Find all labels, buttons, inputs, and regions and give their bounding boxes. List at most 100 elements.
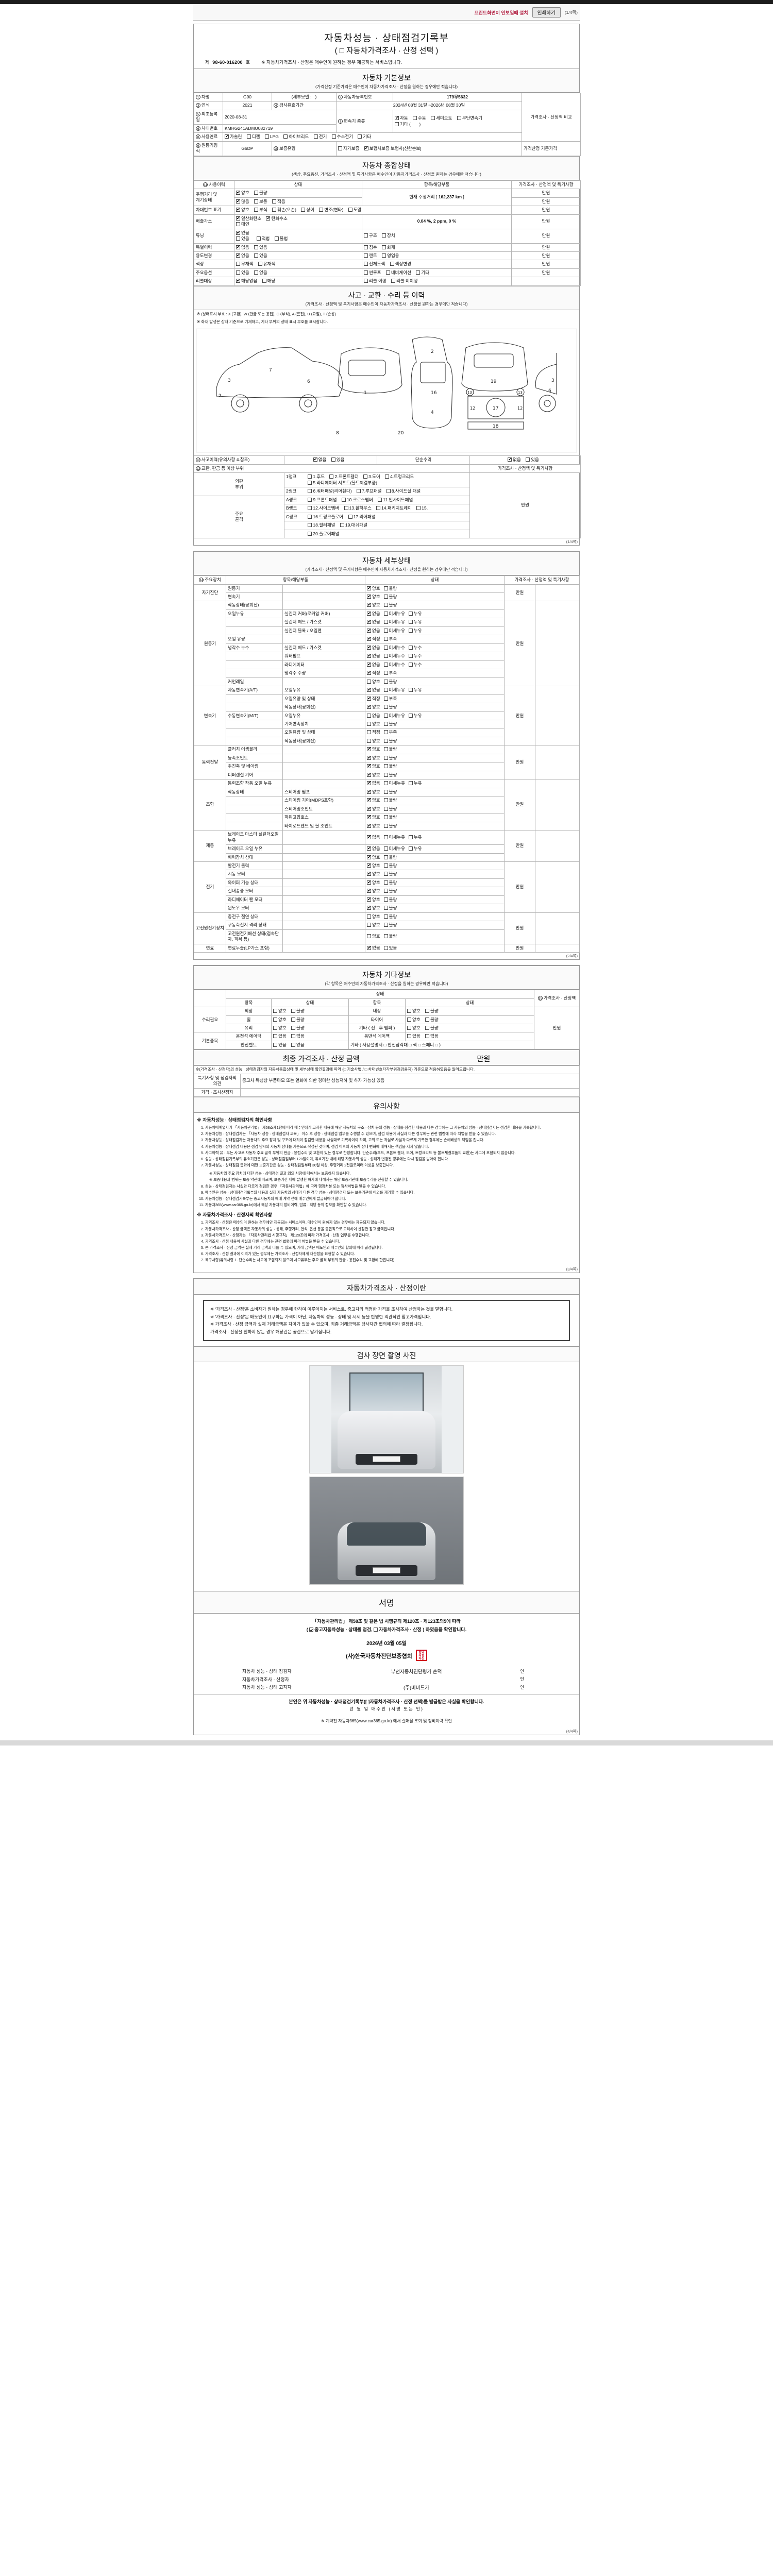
opt-tuning-yes[interactable]: 있음 bbox=[236, 236, 249, 242]
opt-없음[interactable]: 없음 bbox=[367, 834, 380, 840]
opt-fuel-hybrid[interactable]: 하이브리드 bbox=[283, 134, 309, 140]
opt-불량[interactable]: 불량 bbox=[383, 880, 397, 886]
opt-mileage-many[interactable]: 많음 bbox=[236, 198, 249, 205]
opt-없음[interactable]: 없음 bbox=[367, 662, 380, 668]
opt-없음[interactable]: 없음 bbox=[367, 645, 380, 651]
opt-누유[interactable]: 누유 bbox=[408, 619, 422, 625]
opt-options-nav[interactable]: 네비게이션 bbox=[385, 270, 411, 276]
opt-warranty-insurer[interactable]: 보험사보증 보험사[신한손보] bbox=[364, 145, 422, 151]
opt-part-16[interactable]: 16.트렁크플로어 bbox=[308, 514, 343, 520]
opt-불량[interactable]: 불량 bbox=[383, 704, 397, 710]
opt-없음[interactable]: 없음 bbox=[367, 713, 380, 719]
opt-color-fullpaint[interactable]: 전체도색 bbox=[364, 261, 385, 267]
opt-options-sunroof[interactable]: 썬루프 bbox=[364, 270, 381, 276]
opt-part-11[interactable]: 11.인사이드패널 bbox=[378, 497, 413, 503]
opt-불량[interactable]: 불량 bbox=[383, 905, 397, 911]
opt-options-yes[interactable]: 있음 bbox=[236, 270, 249, 276]
opt-불량[interactable]: 불량 bbox=[383, 922, 397, 928]
opt-적정[interactable]: 적정 bbox=[367, 670, 380, 676]
opt-양호[interactable]: 양호 bbox=[367, 679, 380, 685]
opt-int-good[interactable]: 양호 bbox=[407, 1008, 421, 1014]
opt-없음[interactable]: 없음 bbox=[367, 653, 380, 659]
opt-불량[interactable]: 불량 bbox=[383, 934, 397, 939]
opt-part-6[interactable]: 6.쿼터패널(리어휀다) bbox=[308, 488, 352, 494]
opt-recall-na[interactable]: 해당없음 bbox=[236, 278, 257, 284]
opt-accident-yes[interactable]: 있음 bbox=[331, 457, 344, 463]
opt-적정[interactable]: 적정 bbox=[367, 696, 380, 702]
opt-불량[interactable]: 불량 bbox=[383, 806, 397, 812]
opt-simple-none[interactable]: 없음 bbox=[508, 456, 521, 463]
opt-양호[interactable]: 양호 bbox=[367, 602, 380, 608]
opt-wheel-good[interactable]: 양호 bbox=[273, 1017, 287, 1023]
opt-vin-erased[interactable]: 도말 bbox=[348, 207, 361, 213]
opt-part-8[interactable]: 8.사이드실 패널 bbox=[386, 488, 421, 494]
opt-trans-manual[interactable]: 수동 bbox=[413, 115, 426, 121]
opt-없음[interactable]: 없음 bbox=[367, 780, 380, 786]
opt-vin-diff[interactable]: 상이 bbox=[301, 207, 314, 213]
opt-누유[interactable]: 누유 bbox=[408, 713, 422, 719]
opt-부족[interactable]: 부족 bbox=[383, 636, 397, 642]
opt-양호[interactable]: 양호 bbox=[367, 854, 380, 860]
opt-미세누수[interactable]: 미세누수 bbox=[383, 662, 405, 668]
opt-mileage-mid[interactable]: 보통 bbox=[254, 199, 267, 205]
opt-불량[interactable]: 불량 bbox=[383, 738, 397, 744]
opt-glass-good[interactable]: 양호 bbox=[273, 1025, 287, 1031]
opt-불량[interactable]: 불량 bbox=[383, 602, 397, 608]
opt-누수[interactable]: 누수 bbox=[408, 653, 422, 659]
opt-vin-altered[interactable]: 변조(변타) bbox=[319, 207, 343, 213]
opt-part-12[interactable]: 12.사이드멤버 bbox=[308, 505, 339, 511]
opt-use-yes[interactable]: 있음 bbox=[254, 253, 267, 259]
opt-accident-none[interactable]: 없음 bbox=[313, 456, 326, 463]
opt-color-chromatic[interactable]: 유채색 bbox=[258, 261, 275, 267]
opt-part-9[interactable]: 9.프론트패널 bbox=[308, 497, 337, 503]
opt-int-bad[interactable]: 불량 bbox=[425, 1008, 439, 1014]
opt-있음[interactable]: 있음 bbox=[383, 945, 397, 951]
opt-미세누수[interactable]: 미세누수 bbox=[383, 645, 405, 651]
opt-누유[interactable]: 누유 bbox=[408, 781, 422, 786]
opt-부족[interactable]: 부족 bbox=[383, 670, 397, 676]
opt-누수[interactable]: 누수 bbox=[408, 662, 422, 668]
opt-airbagp-yes[interactable]: 있음 bbox=[407, 1033, 421, 1039]
opt-불량[interactable]: 불량 bbox=[383, 897, 397, 903]
opt-미세누수[interactable]: 미세누수 bbox=[383, 653, 405, 659]
opt-tuning-illegal[interactable]: 불법 bbox=[274, 236, 288, 242]
opt-불량[interactable]: 불량 bbox=[383, 863, 397, 869]
opt-누유[interactable]: 누유 bbox=[408, 846, 422, 852]
opt-양호[interactable]: 양호 bbox=[367, 806, 380, 812]
opt-양호[interactable]: 양호 bbox=[367, 871, 380, 877]
opt-mileage-bad[interactable]: 불량 bbox=[254, 190, 267, 196]
opt-use-none[interactable]: 없음 bbox=[236, 252, 249, 259]
opt-없음[interactable]: 없음 bbox=[367, 619, 380, 625]
opt-vin-corrosion[interactable]: 부식 bbox=[254, 207, 267, 213]
opt-ext-good[interactable]: 양호 bbox=[273, 1008, 287, 1014]
opt-양호[interactable]: 양호 bbox=[367, 914, 380, 920]
opt-양호[interactable]: 양호 bbox=[367, 862, 380, 869]
opt-적정[interactable]: 적정 bbox=[367, 636, 380, 642]
opt-fuel-lpg[interactable]: LPG bbox=[264, 134, 279, 140]
opt-불량[interactable]: 불량 bbox=[383, 789, 397, 795]
opt-recall-yes[interactable]: 해당 bbox=[262, 278, 275, 284]
opt-color-changed[interactable]: 색상변경 bbox=[390, 261, 411, 267]
opt-part-14[interactable]: 14.패키지트레이 bbox=[376, 505, 412, 511]
opt-part-7[interactable]: 7.루프패널 bbox=[357, 488, 381, 494]
opt-없음[interactable]: 없음 bbox=[367, 687, 380, 693]
opt-tire-bad[interactable]: 불량 bbox=[425, 1017, 439, 1023]
opt-trans-auto[interactable]: 자동 bbox=[395, 115, 408, 121]
opt-emission-co[interactable]: 일산화탄소 bbox=[236, 215, 261, 222]
opt-양호[interactable]: 양호 bbox=[367, 879, 380, 886]
opt-mileage-few[interactable]: 적음 bbox=[272, 199, 285, 205]
opt-미세누유[interactable]: 미세누유 bbox=[383, 628, 405, 634]
opt-part-15[interactable]: 15. bbox=[416, 505, 428, 511]
opt-누유[interactable]: 누유 bbox=[408, 628, 422, 634]
opt-options-no[interactable]: 없음 bbox=[254, 270, 267, 276]
opt-airbagd-yes[interactable]: 있음 bbox=[273, 1033, 287, 1039]
opt-없음[interactable]: 없음 bbox=[367, 945, 380, 951]
check-performance[interactable] bbox=[309, 1626, 313, 1634]
opt-airbagp-no[interactable]: 없음 bbox=[425, 1033, 439, 1039]
opt-other-good[interactable]: 양호 bbox=[407, 1025, 421, 1031]
opt-ext-bad[interactable]: 불량 bbox=[291, 1008, 305, 1014]
opt-불량[interactable]: 불량 bbox=[383, 871, 397, 877]
opt-warranty-self[interactable]: 자가보증 bbox=[338, 146, 359, 151]
opt-양호[interactable]: 양호 bbox=[367, 746, 380, 752]
opt-없음[interactable]: 없음 bbox=[367, 845, 380, 852]
